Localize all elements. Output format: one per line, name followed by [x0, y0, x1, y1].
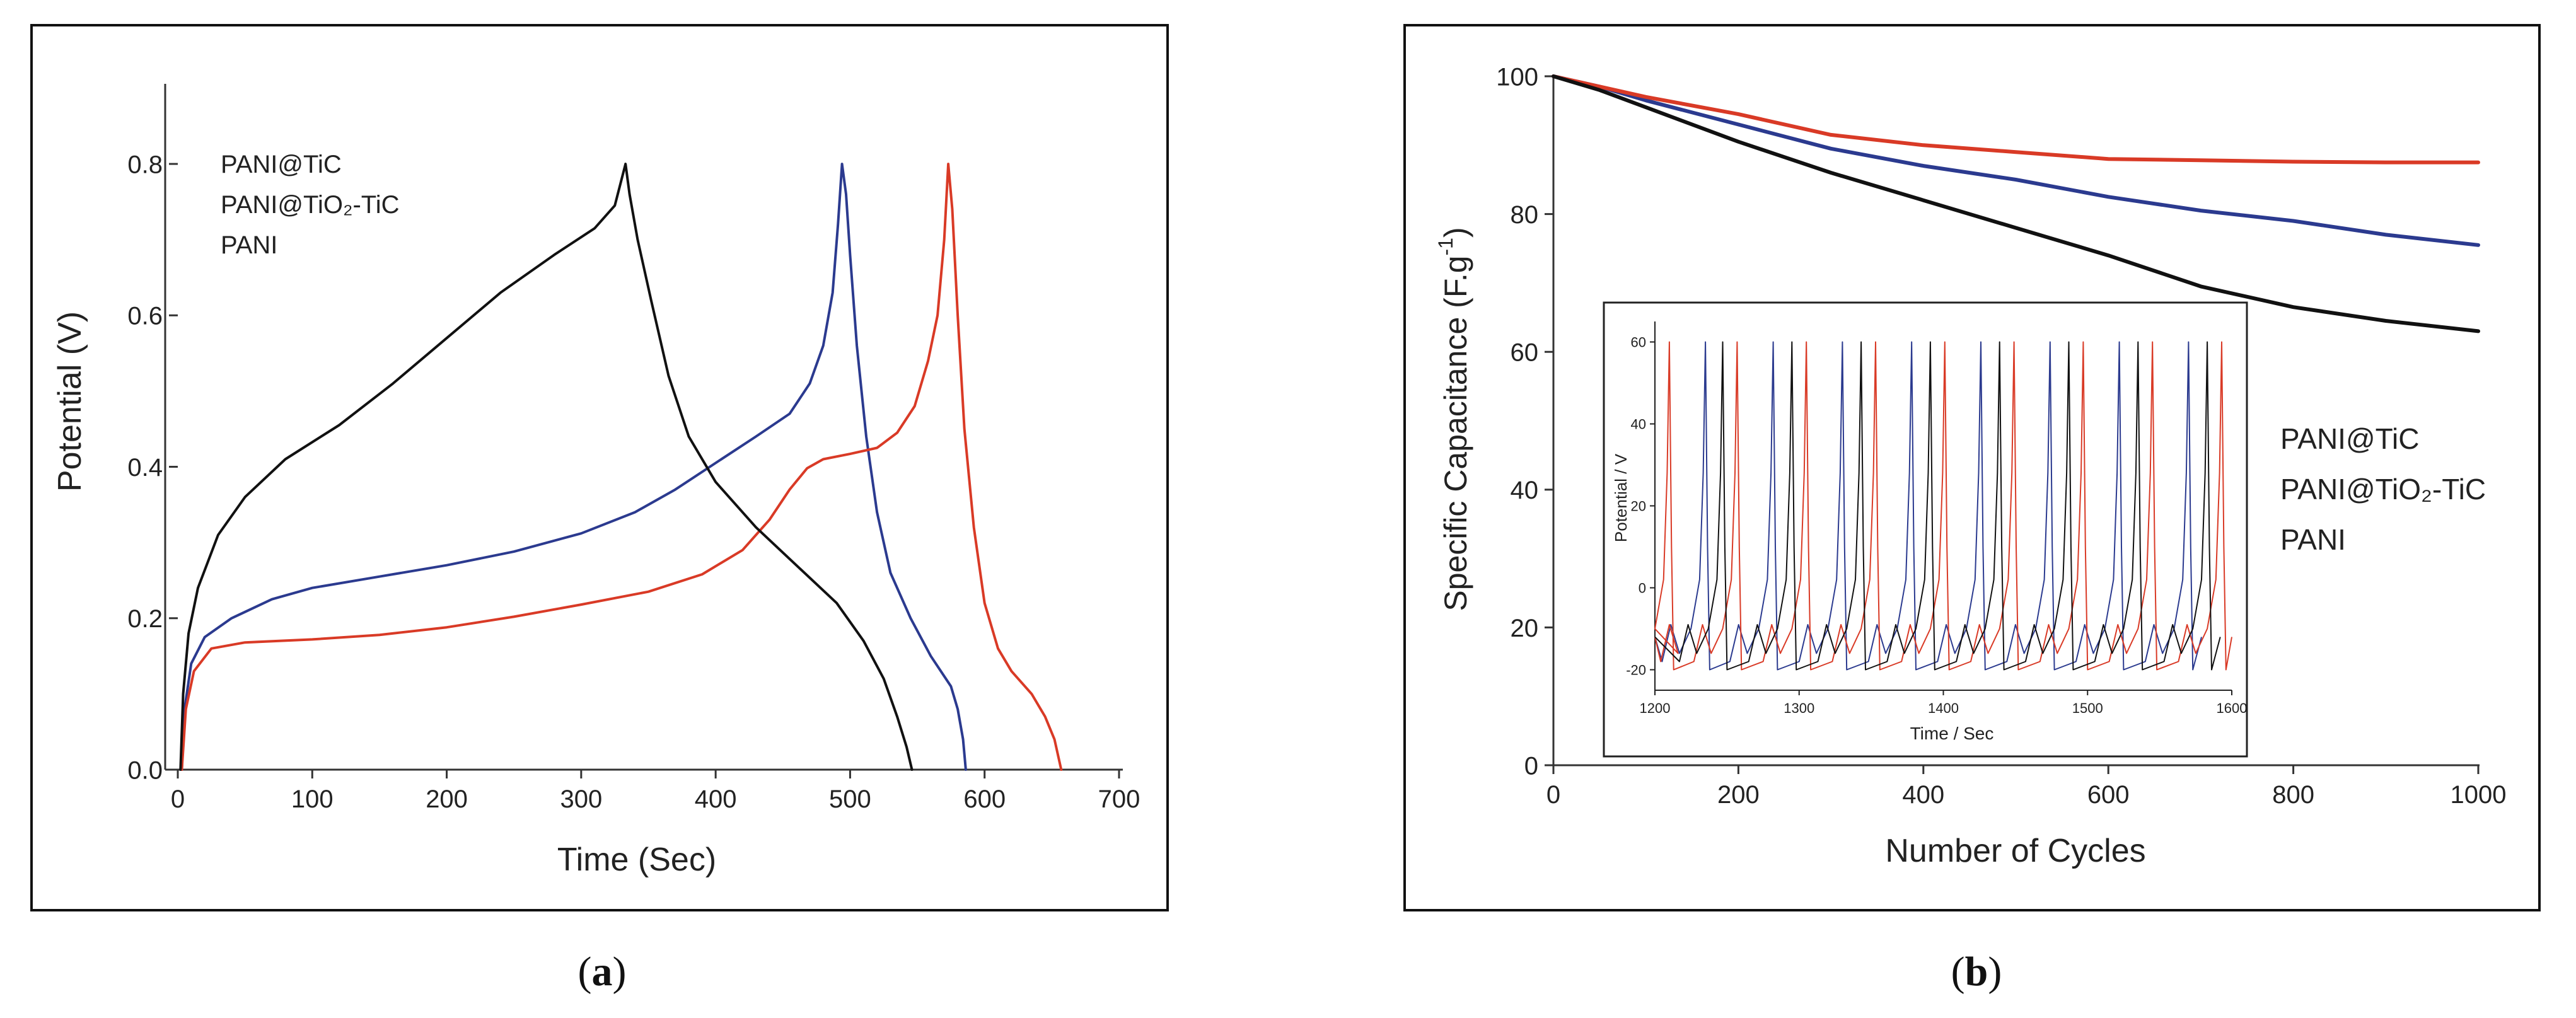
panel-a-x-ticks: 0 100 200 300 400 500 600 700 — [171, 770, 1140, 813]
panel-a-legend-pani-tio2-tic: PANI@TiO₂-TiC — [221, 191, 400, 219]
a-y-tick-label: 0.6 — [127, 303, 163, 330]
a-series-line-pani-tic — [180, 163, 967, 771]
a-x-tick-label: 300 — [560, 785, 602, 813]
a-y-tick-label: 0.0 — [127, 756, 163, 784]
inset-series-line-pani-tio2-tic — [1654, 341, 2232, 671]
inset-background — [1604, 303, 2247, 756]
panel-a-legend-pani: PANI — [221, 231, 277, 259]
panel-a-y-label: Potential (V) — [52, 311, 88, 492]
inset-chart: 1200 1300 1400 1500 1600 -20 0 20 40 60 — [1626, 321, 2247, 716]
panel-a-y-ticks: 0.0 0.2 0.4 0.6 0.8 — [127, 151, 178, 784]
panel-b-series — [1552, 74, 2480, 333]
panel-b-caption: (b) — [1951, 949, 2002, 995]
b-series-line-pani-tic — [1552, 74, 2480, 247]
a-series-line-pani-tio-tic — [180, 163, 1063, 771]
b-x-tick-label: 800 — [2272, 781, 2314, 809]
b-x-tick-label: 200 — [1717, 781, 1760, 809]
panel-b-legend-pani: PANI — [2280, 523, 2346, 556]
a-x-tick-label: 500 — [829, 785, 871, 813]
inset-x-tick-label: 1200 — [1640, 700, 1671, 716]
panel-a-frame — [30, 24, 1169, 911]
inset-y-tick-label: 20 — [1631, 499, 1646, 514]
b-x-tick-label: 400 — [1902, 781, 1944, 809]
panel-b-legend-pani-tio2-tic: PANI@TiO₂-TiC — [2280, 473, 2486, 506]
a-x-tick-label: 600 — [963, 785, 1006, 813]
panel-b-x-label: Number of Cycles — [1885, 833, 2145, 869]
a-series-line-pani — [179, 163, 914, 771]
b-x-tick-label: 1000 — [2451, 781, 2507, 809]
a-y-tick-label: 0.8 — [127, 151, 163, 178]
panel-b-x-ticks: 0 200 400 600 800 1000 — [1546, 765, 2507, 809]
a-y-tick-label: 0.2 — [127, 605, 163, 633]
b-y-tick-label: 80 — [1511, 201, 1539, 229]
panel-b-y-label: Specific Capacitance (F.g-1) — [1434, 227, 1473, 611]
a-x-tick-label: 200 — [426, 785, 468, 813]
inset-frame — [1603, 301, 2248, 758]
inset-series-line-pani-tic — [1654, 341, 2202, 671]
inset-series-line-pani — [1654, 341, 2221, 671]
panel-a-legend-pani-tic: PANI@TiC — [221, 151, 342, 178]
a-x-tick-label: 700 — [1098, 785, 1140, 813]
b-y-tick-label: 0 — [1524, 752, 1538, 780]
inset-y-tick-label: 60 — [1631, 335, 1646, 350]
a-x-tick-label: 0 — [171, 785, 185, 813]
b-x-tick-label: 0 — [1546, 781, 1560, 809]
inset-y-tick-label: 0 — [1639, 581, 1646, 596]
panel-b-y-ticks: 0 20 40 60 80 100 — [1496, 63, 1553, 780]
panel-b-legend-pani-tic: PANI@TiC — [2280, 422, 2419, 455]
b-series-line-pani — [1552, 74, 2480, 333]
chart-panel-a: 0 100 200 300 400 500 600 700 0.0 0.2 0.4 0.6 0.8 T… — [30, 24, 1169, 995]
a-x-tick-label: 100 — [291, 785, 334, 813]
inset-x-tick-label: 1600 — [2217, 700, 2248, 716]
inset-x-label: Time / Sec — [1910, 724, 1994, 743]
inset-y-tick-label: -20 — [1626, 662, 1646, 678]
a-x-tick-label: 400 — [695, 785, 737, 813]
inset-x-tick-label: 1300 — [1784, 700, 1814, 716]
inset-x-tick-label: 1500 — [2072, 700, 2103, 716]
panel-a-x-label: Time (Sec) — [557, 842, 716, 878]
b-x-tick-label: 600 — [2087, 781, 2130, 809]
b-series-line-pani-tio-tic — [1552, 74, 2480, 165]
b-y-tick-label: 20 — [1511, 615, 1539, 642]
inset-y-label: Potential / V — [1611, 453, 1630, 542]
a-y-tick-label: 0.4 — [127, 454, 163, 482]
b-y-tick-label: 60 — [1511, 339, 1539, 367]
panel-a-caption: (a) — [578, 949, 627, 995]
panel-b-frame — [1403, 24, 2541, 911]
panel-a-series — [179, 163, 1063, 771]
b-y-tick-label: 40 — [1511, 477, 1539, 504]
inset-x-tick-label: 1400 — [1928, 700, 1959, 716]
inset-y-tick-label: 40 — [1631, 417, 1646, 432]
b-y-tick-label: 100 — [1496, 63, 1538, 91]
